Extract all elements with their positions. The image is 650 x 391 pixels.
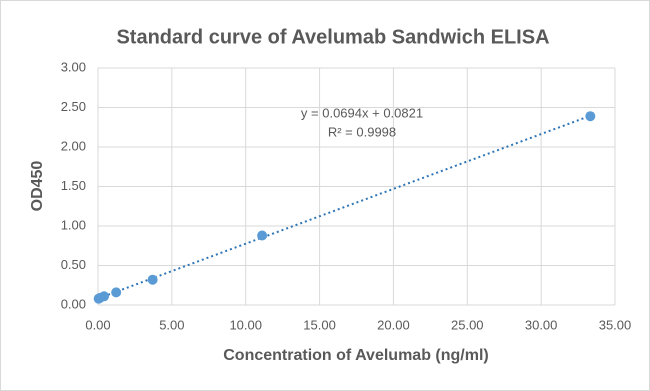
x-tick-label: 35.00 — [599, 317, 632, 332]
x-tick-label: 25.00 — [451, 317, 484, 332]
x-tick-label: 30.00 — [525, 317, 558, 332]
x-tick-label: 5.00 — [159, 317, 184, 332]
y-tick-label: 2.50 — [61, 99, 86, 114]
x-tick-label: 10.00 — [229, 317, 262, 332]
x-tick-label: 0.00 — [85, 317, 110, 332]
y-tick-label: 1.00 — [61, 217, 86, 232]
x-tick-label: 15.00 — [303, 317, 336, 332]
y-tick-label: 3.00 — [61, 59, 86, 74]
x-tick-label: 20.00 — [377, 317, 410, 332]
data-point — [99, 291, 110, 302]
y-tick-label: 2.00 — [61, 138, 86, 153]
trendline-r-squared: R² = 0.9998 — [328, 124, 396, 139]
x-axis-label: Concentration of Avelumab (ng/ml) — [223, 347, 488, 364]
data-point — [147, 274, 158, 285]
chart-title: Standard curve of Avelumab Sandwich ELIS… — [116, 26, 549, 48]
y-tick-label: 0.00 — [61, 296, 86, 311]
y-axis-label: OD450 — [29, 161, 46, 212]
data-point — [257, 230, 268, 241]
data-point — [585, 111, 596, 122]
y-tick-label: 0.50 — [61, 257, 86, 272]
y-tick-label: 1.50 — [61, 178, 86, 193]
data-point — [111, 287, 122, 298]
trendline-equation: y = 0.0694x + 0.0821 — [301, 105, 423, 120]
